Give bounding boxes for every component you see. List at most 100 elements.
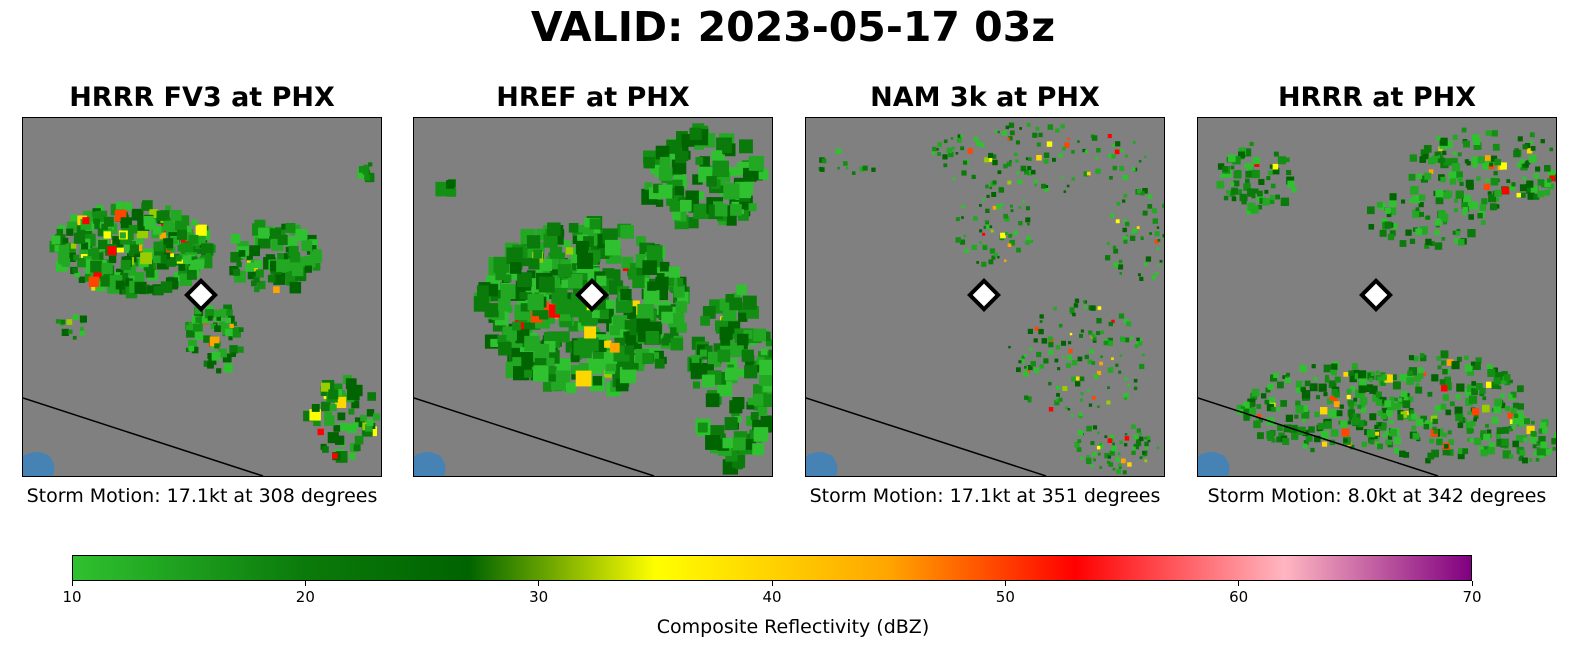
echo-cell	[1436, 438, 1443, 446]
echo-cell	[1424, 172, 1432, 180]
echo-cell	[699, 349, 707, 357]
map-panel-hrrr[interactable]	[1197, 117, 1557, 477]
echo-cell	[658, 167, 673, 181]
echo-cell	[1123, 218, 1127, 223]
map-panel-nam-3k[interactable]	[805, 117, 1165, 477]
echo-cell	[1123, 193, 1128, 198]
echo-cell	[1348, 413, 1356, 421]
echo-cell	[1115, 363, 1119, 367]
echo-cell	[1033, 367, 1040, 374]
echo-cell	[1142, 353, 1145, 357]
echo-cell	[1056, 385, 1060, 390]
map-panel-hrrr-fv3[interactable]	[22, 117, 382, 477]
echo-cell	[961, 216, 964, 219]
echo-cell	[1073, 303, 1079, 308]
echo-cell	[1103, 340, 1109, 346]
echo-cell	[1384, 221, 1392, 229]
echo-cell	[1109, 450, 1115, 456]
echo-cell	[1445, 140, 1453, 149]
echo-cell	[332, 383, 343, 394]
map-panel-href[interactable]	[413, 117, 773, 477]
echo-cell	[1111, 144, 1115, 148]
echo-cell	[1354, 373, 1361, 380]
echo-cell	[630, 263, 640, 273]
echo-cell	[1025, 157, 1029, 161]
echo-cell	[1393, 402, 1401, 410]
echo-cell	[520, 303, 529, 312]
echo-cell	[195, 316, 202, 323]
echo-cell	[1096, 331, 1101, 336]
echo-cell	[175, 218, 187, 231]
echo-cell	[1512, 402, 1519, 409]
echo-cell	[1496, 427, 1504, 434]
echo-cell	[1133, 386, 1138, 391]
echo-cell	[982, 232, 986, 236]
echo-cell	[1384, 374, 1393, 383]
echo-cell	[835, 148, 842, 154]
echo-cell	[285, 223, 296, 233]
echo-cell	[1453, 208, 1458, 213]
panel-title-nam-3k: NAM 3k at PHX	[870, 82, 1100, 113]
echo-cell	[1017, 179, 1023, 185]
echo-cell	[1106, 460, 1111, 465]
echo-cell	[724, 417, 738, 431]
echo-cell	[1239, 193, 1247, 202]
echo-cell	[1262, 198, 1270, 206]
echo-cell	[277, 253, 287, 263]
echo-cell	[1361, 441, 1367, 448]
echo-cell	[1444, 444, 1449, 449]
diamond-icon	[1359, 278, 1393, 312]
echo-cell	[695, 157, 704, 165]
echo-cell	[1432, 418, 1438, 425]
echo-cell	[988, 259, 994, 265]
echo-cell	[693, 203, 709, 219]
echo-cell	[1379, 396, 1387, 404]
echo-cell	[1251, 169, 1260, 179]
echo-cell	[1270, 183, 1276, 189]
echo-cell	[1470, 361, 1475, 366]
echo-cell	[177, 244, 185, 252]
echo-cell	[1069, 332, 1073, 336]
echo-cell	[955, 237, 961, 243]
echo-cell	[1304, 380, 1311, 387]
echo-cell	[1348, 370, 1354, 376]
echo-cell	[605, 299, 615, 309]
echo-cell	[1508, 427, 1513, 432]
echo-cell	[366, 419, 374, 426]
echo-cell	[1352, 413, 1357, 418]
echo-cell	[207, 315, 213, 321]
echo-cell	[1285, 157, 1290, 163]
echo-cell	[358, 166, 366, 173]
echo-cell	[223, 363, 233, 373]
echo-cell	[1119, 165, 1125, 171]
echo-cell	[1243, 405, 1252, 413]
echo-cell	[1433, 429, 1438, 434]
echo-cell	[1491, 381, 1499, 389]
echo-cell	[619, 298, 633, 313]
echo-cell	[1420, 149, 1429, 158]
echo-cell	[975, 141, 981, 146]
echo-cell	[624, 345, 635, 355]
echo-cell	[129, 244, 139, 254]
echo-cell	[1493, 405, 1502, 414]
echo-cell	[145, 268, 155, 278]
echo-cell	[1123, 318, 1129, 324]
echo-cell	[654, 358, 665, 369]
echo-cell	[1069, 307, 1075, 313]
echo-cell	[1540, 139, 1545, 144]
echo-cell	[287, 236, 298, 248]
echo-cell	[1109, 176, 1113, 180]
echo-cell	[1053, 306, 1057, 311]
echo-cell	[72, 267, 78, 274]
echo-cell	[1027, 328, 1033, 334]
echo-cell	[700, 315, 710, 326]
echo-cell	[549, 246, 563, 259]
echo-cell	[1238, 151, 1245, 159]
echo-cell	[1331, 389, 1339, 396]
echo-cell	[544, 341, 556, 353]
echo-cell	[577, 234, 588, 246]
echo-cell	[1510, 407, 1517, 414]
echo-cell	[664, 276, 675, 287]
echo-cell	[98, 239, 108, 250]
echo-cell	[1111, 357, 1114, 361]
